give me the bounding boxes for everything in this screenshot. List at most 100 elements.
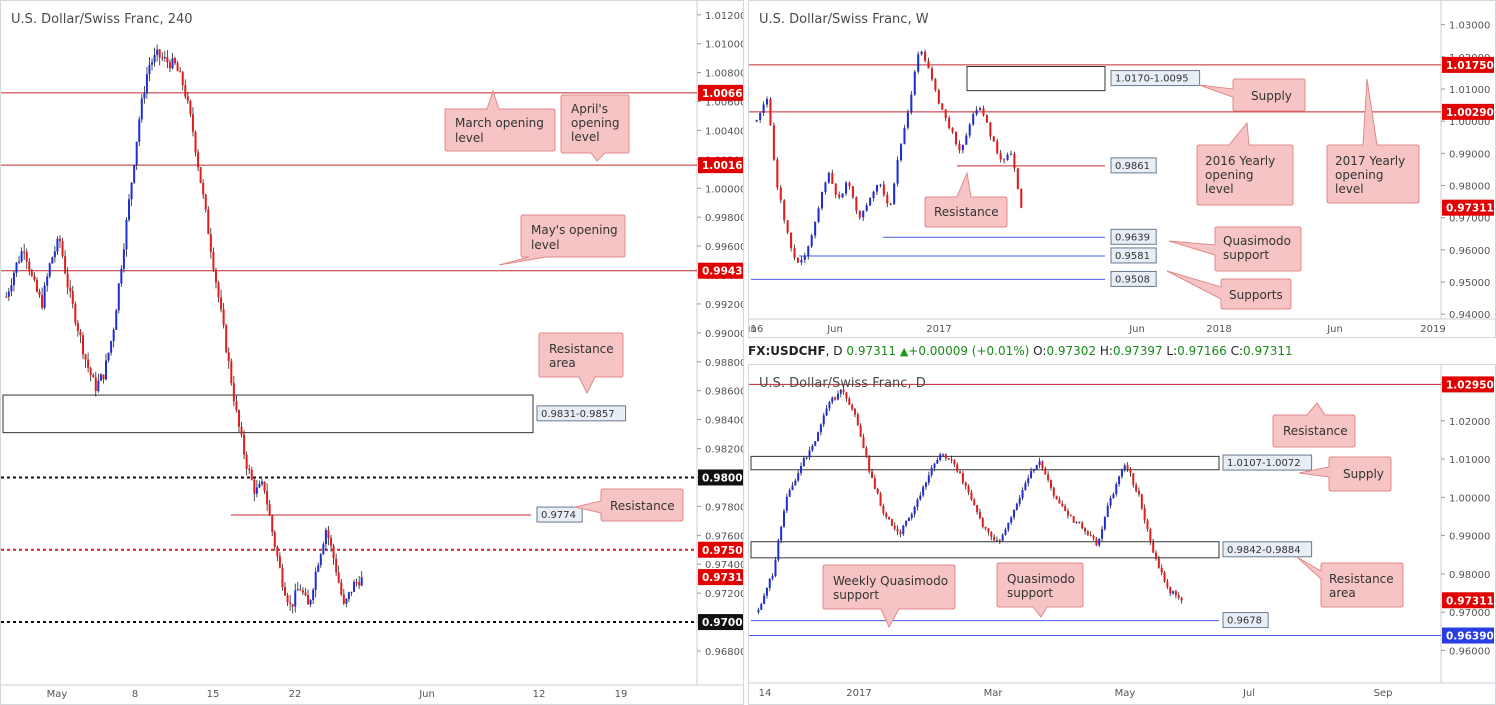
x-tick-label: Jun bbox=[749, 324, 757, 335]
daily-chart[interactable]: 1.030001.020001.010001.000000.990000.980… bbox=[749, 365, 1496, 705]
low-value: 0.97166 bbox=[1177, 344, 1227, 358]
candle bbox=[1013, 151, 1016, 172]
candle bbox=[1152, 538, 1155, 554]
candle bbox=[920, 50, 923, 56]
candle bbox=[763, 592, 766, 605]
zone-label-bg bbox=[1222, 454, 1313, 471]
level-label-bg bbox=[1110, 247, 1157, 264]
candle bbox=[202, 179, 205, 199]
candle bbox=[1118, 475, 1121, 487]
callout-label: 2017 Yearly bbox=[1335, 154, 1405, 168]
candle bbox=[886, 191, 889, 208]
candle bbox=[899, 529, 902, 538]
open-label: O: bbox=[1033, 344, 1047, 358]
candle bbox=[235, 395, 238, 413]
candle bbox=[1129, 466, 1132, 477]
x-tick-label: 16 bbox=[751, 324, 764, 335]
candle bbox=[1007, 522, 1010, 532]
candle bbox=[961, 470, 964, 485]
candle bbox=[885, 511, 888, 520]
candle bbox=[110, 340, 113, 356]
candle bbox=[765, 96, 769, 108]
candle bbox=[757, 607, 760, 615]
callout-daily-resistance-area: Resistance area bbox=[1296, 556, 1404, 608]
axis-price-tag bbox=[698, 262, 743, 279]
candle bbox=[263, 481, 266, 494]
candle bbox=[130, 182, 133, 207]
candle bbox=[258, 480, 261, 489]
candle bbox=[245, 451, 248, 476]
symbol-name: FX:USDCHF bbox=[748, 344, 826, 358]
candle bbox=[1058, 496, 1061, 504]
h4-chart[interactable]: 1.012001.010001.008001.006001.004001.002… bbox=[1, 1, 744, 705]
callout-label: Supply bbox=[1343, 467, 1384, 481]
candle bbox=[266, 483, 269, 511]
candle bbox=[278, 552, 281, 569]
callout-label: support bbox=[1007, 586, 1053, 600]
zone-label: 1.0170-1.0095 bbox=[1115, 74, 1189, 85]
level-label-bg bbox=[536, 506, 583, 523]
candle bbox=[125, 217, 128, 257]
candle bbox=[941, 102, 944, 111]
x-tick-label: 12 bbox=[533, 689, 546, 700]
zone-box bbox=[2, 394, 534, 434]
candle bbox=[1055, 495, 1058, 500]
candle bbox=[869, 196, 872, 206]
x-tick-label: 2017 bbox=[846, 688, 871, 699]
callout-label: support bbox=[833, 588, 879, 602]
candle bbox=[81, 332, 84, 360]
candle bbox=[759, 111, 762, 123]
candle bbox=[1030, 467, 1033, 479]
y-tick-label: 1.01000 bbox=[1449, 85, 1490, 96]
candle bbox=[1066, 508, 1069, 519]
zone-label: 0.9842-0.9884 bbox=[1227, 545, 1301, 556]
candle bbox=[942, 453, 945, 457]
candle bbox=[1049, 479, 1052, 491]
candle bbox=[1135, 482, 1138, 493]
callout-2016-yearly-opening-level: 2016 Yearly opening level bbox=[1196, 121, 1294, 206]
y-tick-label: 0.97800 bbox=[705, 502, 744, 513]
candle bbox=[944, 109, 947, 122]
candle bbox=[1155, 550, 1158, 561]
x-tick-label: Jun bbox=[1326, 324, 1343, 335]
callout-label: Resistance bbox=[1329, 572, 1394, 586]
candle bbox=[168, 59, 171, 72]
candle bbox=[360, 571, 363, 587]
weekly-chart-panel[interactable]: 1.030001.020001.010001.000000.990000.980… bbox=[748, 0, 1496, 338]
candle bbox=[48, 262, 51, 279]
level-label-bg bbox=[1110, 157, 1157, 174]
candle bbox=[803, 252, 806, 264]
candle bbox=[999, 149, 1002, 163]
callout-weekly-resistance: Resistance bbox=[924, 171, 1008, 228]
candle bbox=[993, 534, 996, 542]
candle bbox=[927, 57, 930, 69]
candle bbox=[1180, 596, 1183, 604]
h4-chart-panel[interactable]: 1.012001.010001.008001.006001.004001.002… bbox=[0, 0, 744, 705]
axis-price-tag-label: 1.00660 bbox=[702, 88, 744, 100]
y-tick-label: 1.00600 bbox=[705, 98, 744, 109]
x-tick-label: 2017 bbox=[926, 324, 951, 335]
candle bbox=[1075, 521, 1078, 524]
candle bbox=[1143, 504, 1146, 524]
callout-label: level bbox=[1205, 182, 1234, 196]
x-tick-label: 14 bbox=[759, 688, 772, 699]
weekly-chart[interactable]: 1.030001.020001.010001.000000.990000.980… bbox=[749, 1, 1496, 338]
candle bbox=[207, 206, 210, 235]
daily-chart-panel[interactable]: 1.030001.020001.010001.000000.990000.980… bbox=[748, 364, 1496, 705]
candle bbox=[1006, 152, 1009, 161]
candle bbox=[1041, 460, 1044, 471]
y-tick-label: 0.99000 bbox=[705, 329, 744, 340]
candle bbox=[248, 464, 251, 475]
candle bbox=[212, 247, 215, 272]
candle bbox=[919, 491, 922, 501]
candle bbox=[7, 287, 10, 301]
candle bbox=[1072, 515, 1075, 523]
zone-label-bg bbox=[1110, 70, 1201, 87]
candle bbox=[281, 563, 284, 591]
candle bbox=[199, 166, 202, 184]
axis-price-tag bbox=[698, 614, 743, 631]
candle bbox=[819, 423, 822, 436]
candle bbox=[214, 267, 217, 289]
candle bbox=[230, 358, 233, 386]
candle bbox=[145, 66, 148, 99]
